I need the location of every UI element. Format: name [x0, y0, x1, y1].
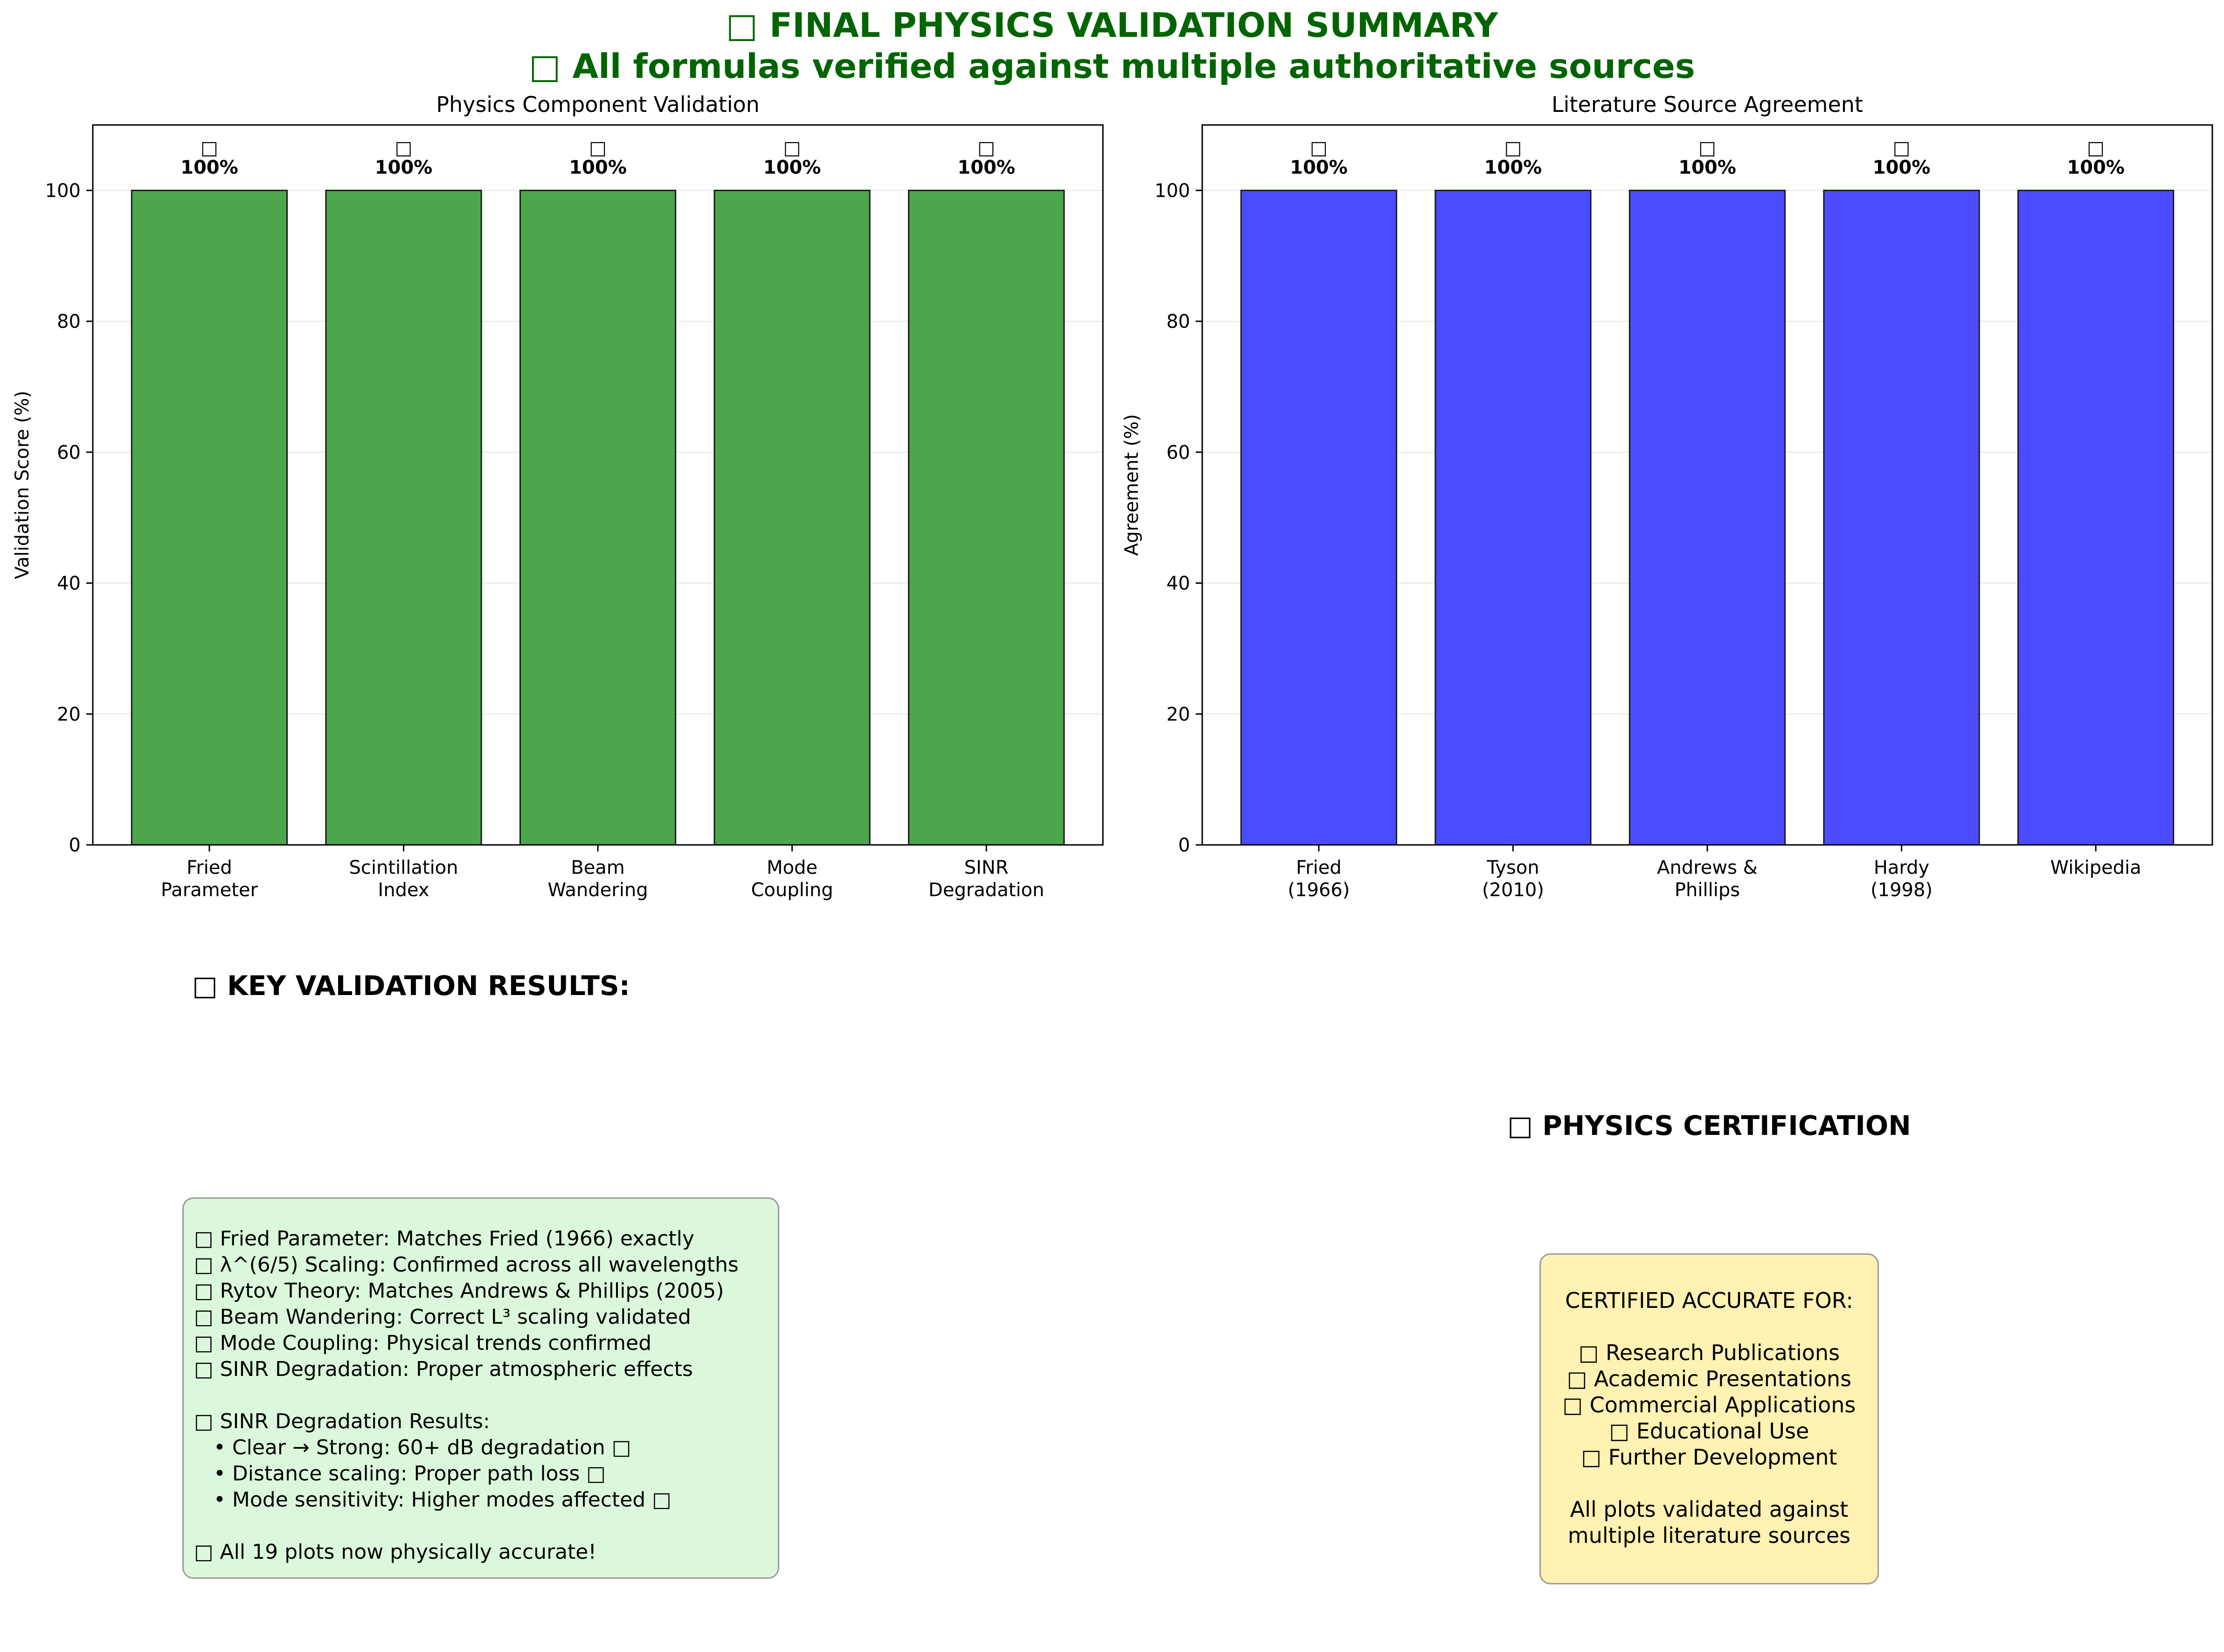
y-axis-label: Validation Score (%) [12, 391, 33, 579]
bar-marker-label: □ [1310, 137, 1328, 159]
results-box: □ Fried Parameter: Matches Fried (1966) … [182, 1197, 779, 1579]
bar-value-label: 100% [957, 157, 1015, 178]
y-tick-label: 60 [57, 442, 81, 463]
results-line: □ Mode Coupling: Physical trends confirm… [194, 1331, 651, 1355]
x-tick-label: Fried [187, 857, 232, 878]
bar [131, 189, 288, 846]
x-tick-label: Wikipedia [2051, 857, 2141, 878]
certification-line: □ Research Publications [1578, 1340, 1840, 1365]
y-tick-label: 20 [57, 704, 81, 725]
bar-value-label: 100% [1484, 157, 1542, 178]
certification-line: □ Academic Presentations [1566, 1366, 1852, 1391]
x-tick-label: (1966) [1288, 879, 1350, 901]
bar-value-label: 100% [569, 157, 627, 178]
bar-value-label: 100% [763, 157, 821, 178]
certification-line [1545, 1313, 1873, 1340]
bar-marker-label: □ [2087, 137, 2105, 159]
bar [1628, 189, 1786, 846]
chart-title: Literature Source Agreement [1552, 92, 1863, 117]
x-tick-label: Phillips [1675, 879, 1740, 901]
results-line: □ All 19 plots now physically accurate! [194, 1540, 596, 1564]
results-line: □ Beam Wandering: Correct L³ scaling val… [194, 1305, 691, 1329]
certification-heading: □ PHYSICS CERTIFICATION [1507, 1110, 1911, 1141]
bar [519, 189, 677, 846]
y-tick-label: 40 [57, 573, 81, 594]
x-tick-label: Fried [1296, 857, 1342, 878]
x-tick-label: Scintillation [349, 857, 458, 878]
y-tick-label: 60 [1166, 442, 1190, 463]
y-tick-label: 80 [1166, 311, 1190, 332]
bar-marker-label: □ [1698, 137, 1716, 159]
results-line: □ SINR Degradation Results: [194, 1410, 490, 1433]
chart-title: Physics Component Validation [436, 92, 760, 117]
x-tick-label: (2010) [1482, 879, 1544, 901]
bar-value-label: 100% [1678, 157, 1736, 178]
results-line [194, 1382, 768, 1409]
bar [908, 189, 1065, 846]
y-tick-label: 40 [1166, 573, 1190, 594]
bar-marker-label: □ [589, 137, 607, 159]
bar-value-label: 100% [1290, 157, 1348, 178]
y-tick-label: 0 [69, 835, 81, 856]
x-tick-label: Degradation [928, 879, 1044, 901]
axes-frame [92, 124, 1104, 846]
bar [1434, 189, 1592, 846]
x-tick-label: Wandering [547, 879, 648, 901]
x-tick-label: Index [378, 879, 429, 901]
figure-title: □ FINAL PHYSICS VALIDATION SUMMARY [726, 6, 1498, 45]
bar-marker-label: □ [395, 137, 413, 159]
bar [714, 189, 871, 846]
y-tick-label: 80 [57, 311, 81, 332]
bar [2017, 189, 2175, 846]
x-tick-label: Hardy [1874, 857, 1929, 878]
bar-marker-label: □ [201, 137, 218, 159]
bar-value-label: 100% [2067, 157, 2125, 178]
figure-subtitle: □ All formulas verified against multiple… [529, 47, 1695, 86]
x-tick-label: Mode [767, 857, 818, 878]
results-line: □ SINR Degradation: Proper atmospheric e… [194, 1357, 693, 1381]
certification-line: □ Further Development [1581, 1445, 1837, 1470]
y-tick-label: 100 [45, 180, 81, 201]
results-heading: □ KEY VALIDATION RESULTS: [192, 970, 630, 1002]
certification-line: □ Educational Use [1609, 1418, 1809, 1444]
certification-line: CERTIFIED ACCURATE FOR: [1565, 1288, 1853, 1313]
results-line: □ Rytov Theory: Matches Andrews & Philli… [194, 1279, 724, 1303]
x-tick-label: Parameter [161, 879, 258, 901]
x-tick-label: Beam [571, 857, 625, 878]
bar-marker-label: □ [977, 137, 995, 159]
axes-frame [1201, 124, 2213, 846]
y-tick-label: 0 [1178, 835, 1190, 856]
bar-marker-label: □ [1893, 137, 1911, 159]
bar [325, 189, 482, 846]
x-tick-label: SINR [964, 857, 1009, 878]
y-tick-label: 100 [1155, 180, 1190, 201]
results-line [194, 1513, 768, 1539]
bar-value-label: 100% [180, 157, 238, 178]
y-axis-label: Agreement (%) [1121, 414, 1143, 556]
results-line: • Distance scaling: Proper path loss □ [194, 1462, 606, 1486]
x-tick-label: Andrews & [1657, 857, 1758, 878]
x-tick-label: (1998) [1871, 879, 1933, 901]
bar-marker-label: □ [783, 137, 801, 159]
bar-value-label: 100% [1873, 157, 1931, 178]
results-line: • Clear → Strong: 60+ dB degradation □ [194, 1436, 631, 1459]
x-tick-label: Coupling [751, 879, 833, 901]
certification-box: CERTIFIED ACCURATE FOR: □ Research Public… [1539, 1253, 1879, 1584]
bar [1823, 189, 1980, 846]
certification-line [1545, 1470, 1873, 1496]
bar-value-label: 100% [375, 157, 433, 178]
bar-marker-label: □ [1504, 137, 1522, 159]
y-tick-label: 20 [1166, 704, 1190, 725]
x-tick-label: Tyson [1486, 857, 1539, 878]
results-line: □ λ^(6/5) Scaling: Confirmed across all … [194, 1253, 739, 1277]
bar [1240, 189, 1398, 846]
certification-line: multiple literature sources [1567, 1523, 1851, 1548]
results-line: □ Fried Parameter: Matches Fried (1966) … [194, 1227, 694, 1251]
certification-line: All plots validated against [1570, 1497, 1849, 1522]
certification-line: □ Commercial Applications [1562, 1392, 1856, 1417]
results-line: • Mode sensitivity: Higher modes affecte… [194, 1488, 672, 1512]
